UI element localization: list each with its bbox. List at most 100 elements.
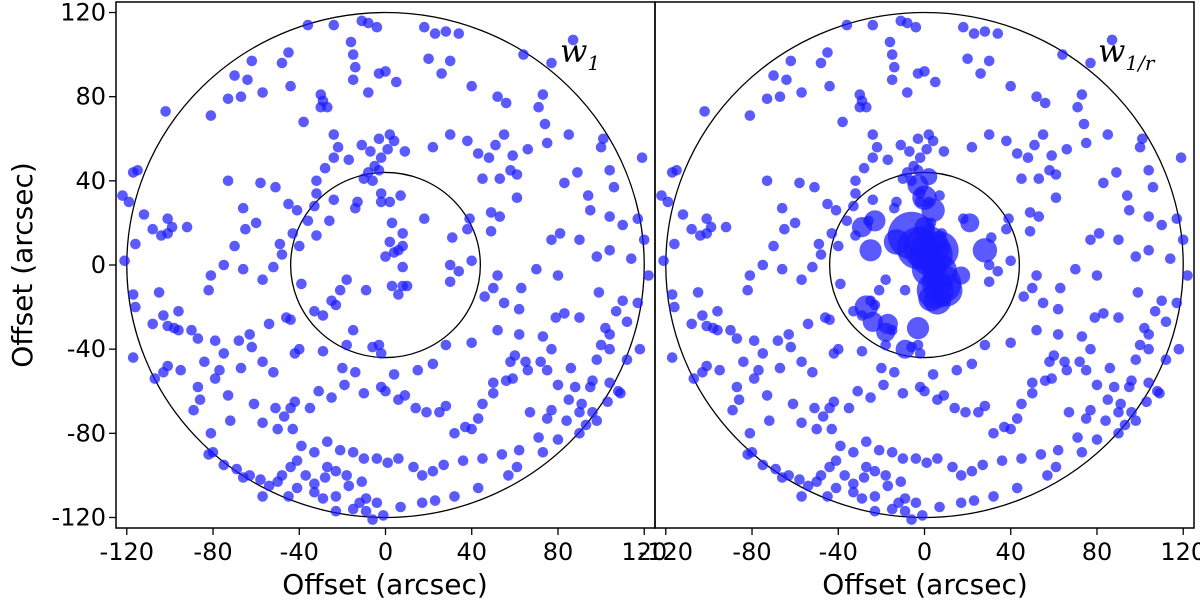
panel-w1r-point	[1171, 297, 1183, 309]
panel-w1-point	[192, 333, 204, 344]
panel-w1r-point	[1076, 89, 1088, 100]
panel-w1-point	[436, 68, 447, 79]
panel-w1r-point	[858, 472, 870, 483]
panel-w1r-weighted-point	[859, 239, 882, 262]
panel-w1r-point	[882, 154, 894, 166]
panel-w1r-point	[968, 495, 980, 506]
panel-w1r-point	[977, 459, 988, 471]
panel-w1-point	[472, 482, 484, 494]
panel-w1-point	[569, 381, 581, 393]
panel-w1-point	[643, 270, 654, 281]
panel-w1r-point	[830, 482, 842, 494]
panel-w1-point	[156, 230, 167, 241]
panel-w1-point	[613, 385, 624, 397]
panel-w1r-label: w1/r	[1098, 32, 1156, 75]
panel-w1-point	[332, 141, 344, 153]
panel-w1r-point	[1160, 354, 1172, 366]
panel-w1r-point	[697, 367, 708, 378]
panel-w1-point	[520, 356, 531, 368]
panel-w1r-point	[1024, 207, 1036, 218]
panel-w1r-weighted-point	[920, 168, 938, 186]
panel-w1-point	[522, 364, 534, 376]
panel-w1r-point	[1033, 173, 1045, 184]
panel-w1-point	[291, 455, 303, 467]
panel-w1-point	[572, 167, 583, 178]
panel-w1-point	[462, 223, 473, 235]
panel-w1-point	[334, 444, 346, 456]
panel-w1r-point	[869, 491, 881, 502]
panel-w1r-point	[1113, 428, 1124, 439]
panel-w1r-xtick-label: -40	[819, 538, 858, 566]
panel-w1r-point	[848, 447, 859, 458]
panel-w1-point	[358, 173, 370, 184]
panel-w1r-point	[1102, 394, 1114, 406]
panel-w1-point	[278, 411, 290, 422]
panel-w1-point	[488, 282, 499, 294]
panel-w1r-point	[921, 144, 932, 155]
panel-w1r-point	[975, 68, 986, 79]
panel-w1r-point	[968, 28, 980, 39]
panel-w1-point	[559, 177, 570, 189]
panel-w1r-point	[692, 287, 704, 298]
panel-w1r-point	[1050, 461, 1062, 473]
panel-w1r-point	[794, 177, 805, 189]
panel-w1-point	[412, 364, 424, 376]
panel-w1-point	[237, 263, 249, 275]
panel-w1-point	[291, 205, 303, 216]
panel-w1r-point	[789, 217, 801, 229]
panel-w1r-point	[910, 21, 922, 33]
panel-w1r-point	[781, 74, 792, 86]
panel-w1r-point	[796, 417, 807, 429]
panel-w1-point	[477, 398, 488, 410]
panel-w1-point	[347, 447, 359, 458]
panel-w1-point	[449, 428, 460, 439]
panel-w1r-point	[785, 55, 797, 67]
panel-w1-point	[218, 259, 230, 271]
panel-w1-point	[632, 297, 644, 309]
panel-w1r-point	[884, 36, 896, 48]
panel-w1r-point	[930, 76, 941, 88]
panel-w1-point	[304, 402, 316, 414]
panel-w1r-point	[839, 470, 850, 481]
panel-w1-point	[229, 70, 240, 81]
panel-w1r-point	[979, 400, 991, 412]
panel-w1-point	[423, 53, 434, 65]
panel-w1-point	[554, 228, 566, 239]
panel-w1r-point	[938, 146, 950, 157]
panel-w1-point	[464, 213, 475, 224]
panel-w1r-point	[861, 436, 872, 448]
panel-w1-point	[386, 217, 398, 229]
panel-w1r-point	[826, 228, 838, 239]
panel-w1-point	[511, 461, 523, 473]
panel-w1r-point	[1029, 139, 1040, 151]
panel-w1-point	[395, 190, 406, 201]
panel-w1-point	[593, 287, 605, 298]
panel-w1-point	[192, 381, 204, 393]
panel-w1-point	[419, 21, 430, 33]
panel-w1r-point	[1016, 173, 1027, 184]
panel-w1-point	[391, 76, 402, 88]
panel-w1r-point	[873, 444, 885, 456]
panel-w1-ytick-label: 0	[91, 251, 106, 279]
panel-w1-point	[382, 144, 394, 155]
panel-w1r-point	[869, 505, 881, 517]
panel-w1-point	[294, 240, 305, 252]
panel-w1r-point	[848, 486, 859, 498]
panel-w1r-point	[938, 390, 950, 401]
panel-w1r-point	[1091, 379, 1103, 391]
panel-w1-point	[270, 402, 281, 414]
panel-w1r-point	[861, 461, 872, 473]
panel-w1-point	[384, 236, 396, 248]
panel-w1-point	[621, 354, 633, 366]
panel-w1r-point	[1137, 133, 1148, 145]
panel-w1-point	[188, 404, 199, 416]
panel-w1-point	[595, 141, 607, 153]
panel-w1r-weighted-point	[921, 198, 945, 222]
panel-w1-point	[367, 175, 378, 187]
panel-w1-point	[350, 61, 361, 73]
panel-w1-point	[500, 375, 512, 387]
panel-w1r-point	[744, 110, 756, 121]
panel-w1-point	[552, 270, 564, 281]
panel-w1-point	[222, 175, 234, 187]
panel-w1-point	[574, 312, 585, 323]
